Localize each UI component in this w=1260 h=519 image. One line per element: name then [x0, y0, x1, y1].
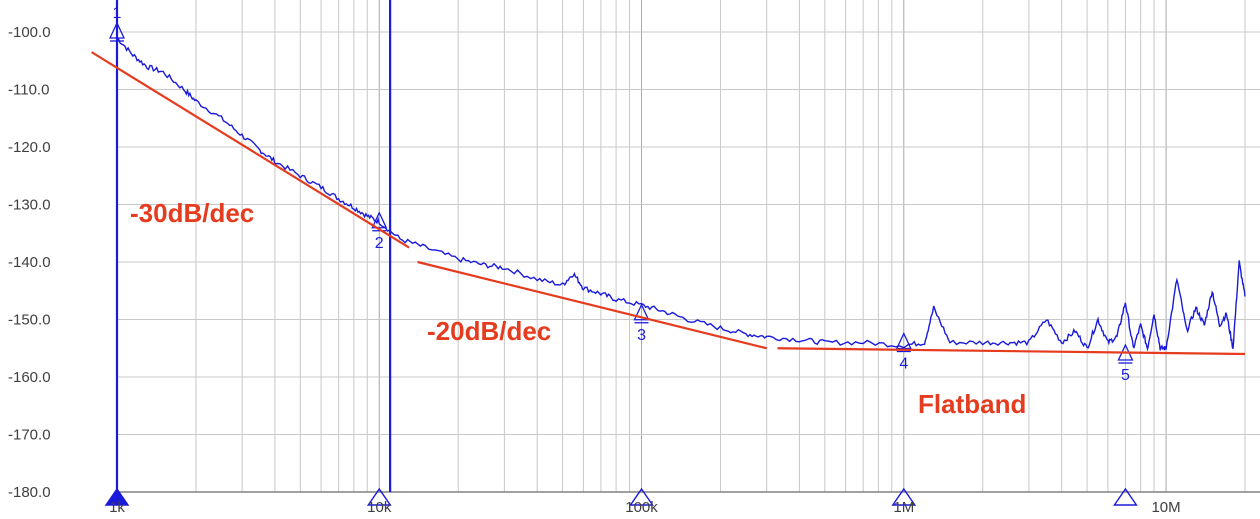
y-tick-label: -140.0: [8, 254, 51, 271]
axis-marker-triangle: [366, 487, 392, 506]
y-tick-label: -110.0: [8, 82, 49, 99]
y-tick-label: -160.0: [8, 369, 51, 386]
x-tick-labels: 1k 10k 100k 1M 10M: [109, 499, 1181, 516]
axis-marker-triangle: [104, 487, 130, 506]
annotation-20db-per-dec: -20dB/dec: [427, 316, 551, 346]
asymptote-lines: [91, 51, 1246, 356]
marker-label: 3: [637, 327, 646, 344]
y-tick-label: -130.0: [8, 197, 51, 214]
noise-trace-line: [116, 37, 1246, 352]
y-tick-label: -150.0: [8, 312, 51, 329]
asymptote-line: [91, 51, 410, 249]
y-tick-labels: -100.0 -110.0 -120.0 -130.0 -140.0 -150.0 -160…: [8, 24, 51, 501]
y-tick-label: -120.0: [8, 139, 51, 156]
x-tick-label: 100k: [625, 499, 658, 516]
asymptote-line: [417, 260, 767, 350]
axis-marker-triangle: [629, 487, 654, 506]
x-tick-label: 10k: [367, 499, 392, 516]
y-tick-label: -170.0: [8, 427, 51, 444]
annotation-30db-per-dec: -30dB/dec: [130, 198, 254, 228]
trace: [116, 37, 1246, 352]
cursor-lines: [115, 0, 392, 492]
y-tick-label: -100.0: [8, 24, 51, 41]
marker-triangle: [895, 331, 912, 350]
x-tick-label: 1M: [893, 499, 914, 516]
x-tick-label: 1k: [109, 499, 125, 516]
annotation-flatband: Flatband: [918, 389, 1026, 419]
marker-label: 2: [375, 235, 384, 252]
marker-triangle: [633, 303, 650, 321]
grid: [116, 0, 1260, 493]
marker-label: 5: [1121, 367, 1130, 384]
marker-triangle: [108, 21, 126, 39]
marker-triangle: [371, 211, 388, 229]
axis-marker-triangle: [1113, 487, 1138, 506]
x-tick-label: 10M: [1151, 499, 1180, 516]
y-tick-label: -180.0: [8, 484, 51, 501]
asymptote-line: [777, 347, 1246, 356]
axis-marker-triangle: [891, 487, 917, 506]
marker-label: 1: [113, 5, 122, 22]
markers: 1 2 3 4 5: [104, 5, 1138, 506]
marker-label: 4: [899, 356, 908, 373]
